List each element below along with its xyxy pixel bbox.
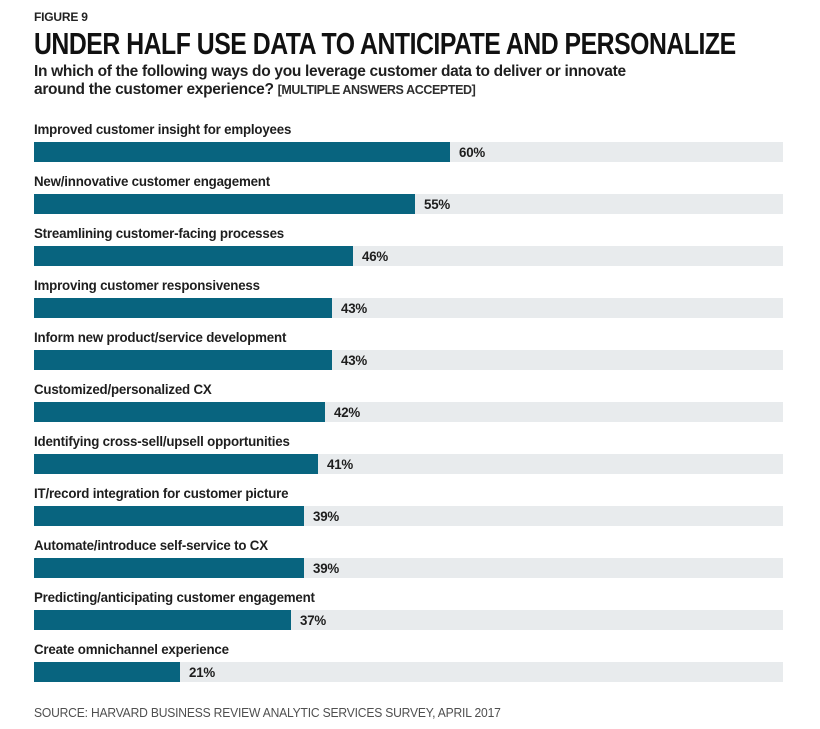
bar-fill <box>34 194 415 214</box>
bar-fill <box>34 610 291 630</box>
bar-row: Create omnichannel experience 21% <box>34 641 783 682</box>
source-note: SOURCE: HARVARD BUSINESS REVIEW ANALYTIC… <box>34 705 501 720</box>
bar-row: Improved customer insight for employees … <box>34 121 783 162</box>
bar-label: Identifying cross-sell/upsell opportunit… <box>34 433 290 449</box>
bar-value-label: 60% <box>459 144 486 160</box>
bar-row: Streamlining customer-facing processes 4… <box>34 225 783 266</box>
bar-label: New/innovative customer engagement <box>34 173 270 189</box>
subtitle-note: [MULTIPLE ANSWERS ACCEPTED] <box>277 82 476 97</box>
figure-subtitle: In which of the following ways do you le… <box>34 63 783 99</box>
bar-track: 55% <box>34 194 783 214</box>
bar-fill <box>34 454 318 474</box>
figure-title: UNDER HALF USE DATA TO ANTICIPATE AND PE… <box>34 26 736 61</box>
bar-value-label: 21% <box>189 664 216 680</box>
bar-track: 42% <box>34 402 783 422</box>
bar-label: Inform new product/service development <box>34 329 287 345</box>
bar-track: 46% <box>34 246 783 266</box>
bar-value-label: 42% <box>334 404 361 420</box>
bar-label: Create omnichannel experience <box>34 641 229 657</box>
source-line: SOURCE: HARVARD BUSINESS REVIEW ANALYTIC… <box>34 704 783 722</box>
bar-value-label: 39% <box>313 508 340 524</box>
bar-row: IT/record integration for customer pictu… <box>34 485 783 526</box>
bar-row: New/innovative customer engagement 55% <box>34 173 783 214</box>
subtitle-line2: around the customer experience? <box>34 80 274 98</box>
bar-fill <box>34 506 304 526</box>
bar-value-label: 41% <box>327 456 354 472</box>
bar-fill <box>34 662 180 682</box>
bar-fill <box>34 246 353 266</box>
bar-value-label: 37% <box>300 612 327 628</box>
bar-value-label: 43% <box>341 300 368 316</box>
bar-value-label: 46% <box>362 248 389 264</box>
bar-row: Improving customer responsiveness 43% <box>34 277 783 318</box>
bar-chart: Improved customer insight for employees … <box>34 121 783 682</box>
figure-title-wrap: UNDER HALF USE DATA TO ANTICIPATE AND PE… <box>34 27 783 60</box>
bar-fill <box>34 142 450 162</box>
bar-track: 21% <box>34 662 783 682</box>
bar-label: IT/record integration for customer pictu… <box>34 485 289 501</box>
bar-label: Streamlining customer-facing processes <box>34 225 284 241</box>
bar-track: 39% <box>34 506 783 526</box>
bar-track: 43% <box>34 298 783 318</box>
bar-track: 41% <box>34 454 783 474</box>
bar-label: Improving customer responsiveness <box>34 277 260 293</box>
bar-fill <box>34 298 332 318</box>
bar-fill <box>34 402 325 422</box>
bar-row: Automate/introduce self-service to CX 39… <box>34 537 783 578</box>
bar-label: Automate/introduce self-service to CX <box>34 537 268 553</box>
bar-fill <box>34 558 304 578</box>
bar-value-label: 55% <box>424 196 451 212</box>
bar-row: Inform new product/service development 4… <box>34 329 783 370</box>
bar-fill <box>34 350 332 370</box>
figure-label: FIGURE 9 <box>34 10 88 24</box>
bar-track: 43% <box>34 350 783 370</box>
bar-value-label: 39% <box>313 560 340 576</box>
bar-row: Predicting/anticipating customer engagem… <box>34 589 783 630</box>
bar-value-label: 43% <box>341 352 368 368</box>
bar-track: 39% <box>34 558 783 578</box>
bar-track: 60% <box>34 142 783 162</box>
bar-label: Improved customer insight for employees <box>34 121 292 137</box>
subtitle-line1: In which of the following ways do you le… <box>34 63 626 80</box>
bar-track: 37% <box>34 610 783 630</box>
bar-row: Identifying cross-sell/upsell opportunit… <box>34 433 783 474</box>
bar-label: Customized/personalized CX <box>34 381 212 397</box>
bar-label: Predicting/anticipating customer engagem… <box>34 589 315 605</box>
bar-row: Customized/personalized CX 42% <box>34 381 783 422</box>
